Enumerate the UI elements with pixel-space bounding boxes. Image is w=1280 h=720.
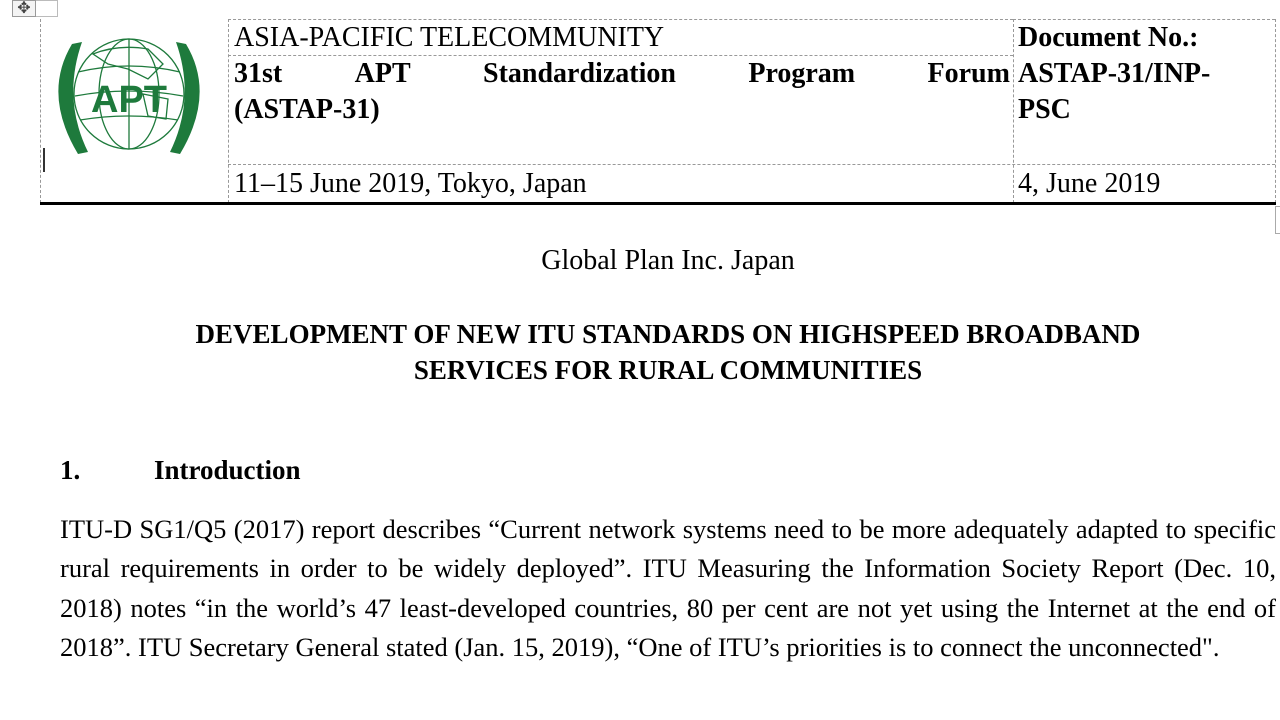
table-border <box>228 19 229 203</box>
text-cursor <box>43 148 45 172</box>
organization-name: ASIA-PACIFIC TELECOMMUNITY <box>234 22 665 53</box>
meeting-title: 31st APT Standardization Program Forum <box>234 56 1010 92</box>
section-heading: 1. Introduction <box>60 455 301 486</box>
margin-marker <box>1275 206 1280 234</box>
apt-logo: APT <box>58 38 200 154</box>
table-move-handle-icon[interactable]: ✥ <box>12 0 36 17</box>
meeting-word: Forum <box>927 58 1010 89</box>
document-header-table: ASIA-PACIFIC TELECOMMUNITY 31st APT Stan… <box>40 19 1276 203</box>
header-rule <box>40 202 1276 205</box>
meeting-abbrev: (ASTAP-31) <box>234 94 380 125</box>
section-number: 1. <box>60 455 81 485</box>
meeting-word: Program <box>748 58 856 89</box>
table-border <box>1013 19 1014 203</box>
table-border <box>228 164 1275 165</box>
doc-date: 4, June 2019 <box>1018 168 1161 199</box>
document-title: DEVELOPMENT OF NEW ITU STANDARDS ON HIGH… <box>60 316 1276 388</box>
table-border <box>228 55 1013 56</box>
doc-no-label: Document No.: <box>1018 22 1199 53</box>
table-select-handle[interactable] <box>36 0 58 17</box>
doc-no-value-cont: PSC <box>1018 94 1071 125</box>
meeting-word: APT <box>354 58 411 89</box>
title-line: SERVICES FOR RURAL COMMUNITIES <box>413 355 923 385</box>
intro-paragraph: ITU-D SG1/Q5 (2017) report describes “Cu… <box>60 514 1276 662</box>
source-organization: Global Plan Inc. Japan <box>541 245 795 276</box>
doc-no-value: ASTAP-31/INP- <box>1018 58 1211 89</box>
section-title: Introduction <box>154 455 301 485</box>
meeting-dates-location: 11–15 June 2019, Tokyo, Japan <box>234 168 587 199</box>
meeting-word: 31st <box>234 58 283 89</box>
table-border <box>228 19 1013 20</box>
logo-text: APT <box>91 79 167 121</box>
meeting-word: Standardization <box>483 58 676 89</box>
title-line: DEVELOPMENT OF NEW ITU STANDARDS ON HIGH… <box>195 319 1141 349</box>
table-border <box>1013 19 1275 20</box>
table-border <box>1275 19 1276 203</box>
table-border <box>40 19 41 203</box>
